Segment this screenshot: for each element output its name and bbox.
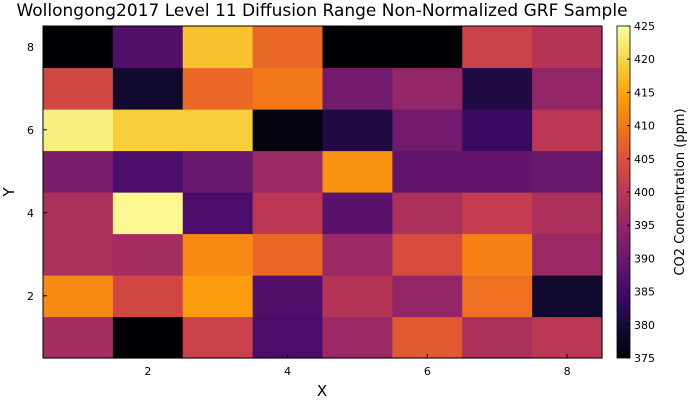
heatmap-cell: [182, 233, 254, 276]
heatmap-cell: [392, 233, 463, 276]
heatmap-cell: [392, 26, 463, 69]
heatmap-cell: [252, 233, 324, 276]
plot-frame: [42, 25, 603, 359]
heatmap-cell: [462, 233, 533, 276]
heatmap-cell: [182, 275, 254, 318]
heatmap-cell: [252, 275, 324, 318]
heatmap-cell: [182, 67, 254, 110]
heatmap-cell: [112, 150, 184, 193]
colorbar-tick-label: 415: [634, 86, 655, 99]
heatmap-cell: [532, 192, 603, 235]
heatmap-cell: [532, 26, 603, 69]
heatmap-cell: [43, 233, 114, 276]
heatmap-cell: [392, 150, 463, 193]
heatmap-cell: [392, 192, 463, 235]
colorbar-tick-label: 420: [634, 53, 655, 66]
heatmap-cell: [532, 275, 603, 318]
heatmap-cell: [392, 275, 463, 318]
colorbar-tick-label: 375: [634, 352, 655, 365]
heatmap-cell: [112, 316, 184, 359]
colorbar-tick-label: 400: [634, 186, 655, 199]
colorbar-label: CO2 Concentration (ppm): [673, 108, 688, 275]
heatmap-cell: [252, 150, 324, 193]
heatmap-cell: [252, 192, 324, 235]
y-tick-label: 4: [27, 207, 34, 220]
y-tick-label: 2: [27, 290, 34, 303]
heatmap-cell: [322, 192, 393, 235]
colorbar-tick-label: 385: [634, 286, 655, 299]
colorbar-tick-label: 390: [634, 252, 655, 265]
heatmap-cell: [112, 275, 184, 318]
heatmap-cell: [462, 316, 533, 359]
heatmap-cell: [322, 233, 393, 276]
heatmap-cell: [532, 67, 603, 110]
heatmap-cell: [112, 233, 184, 276]
heatmap-cell: [182, 192, 254, 235]
heatmap-cell: [43, 150, 114, 193]
heatmap-cell: [462, 192, 533, 235]
heatmap-cell: [43, 26, 114, 69]
colorbar-tick-label: 405: [634, 153, 655, 166]
colorbar-tick-label: 410: [634, 120, 655, 133]
heatmap-cell: [252, 67, 324, 110]
x-tick-label: 8: [564, 365, 571, 378]
x-tick-label: 6: [424, 365, 431, 378]
heatmap-cell: [462, 150, 533, 193]
y-tick-label: 8: [27, 41, 34, 54]
y-tick-label: 6: [27, 124, 34, 137]
x-tick-label: 2: [144, 365, 151, 378]
colorbar-tick-label: 425: [634, 20, 655, 33]
heatmap-cell: [112, 109, 184, 152]
x-axis: 2 4 6 8: [144, 354, 571, 378]
heatmap-cell: [252, 316, 324, 359]
heatmap-cell: [392, 67, 463, 110]
heatmap-cell: [43, 192, 114, 235]
colorbar-tick-label: 395: [634, 219, 655, 232]
heatmap-cell: [112, 26, 184, 69]
chart-title: Wollongong2017 Level 11 Diffusion Range …: [16, 1, 627, 21]
heatmap-cell: [252, 26, 324, 69]
heatmap-cell: [392, 316, 463, 359]
heatmap-cell: [322, 26, 393, 69]
heatmap-cell: [322, 67, 393, 110]
heatmap-cell: [392, 109, 463, 152]
x-axis-label: X: [317, 382, 327, 400]
heatmap-cell: [532, 109, 603, 152]
heatmap-cell: [182, 26, 254, 69]
heatmap-cell: [182, 109, 254, 152]
heatmap-cell: [532, 150, 603, 193]
heatmap-cell: [43, 275, 114, 318]
heatmap-cell: [322, 109, 393, 152]
y-axis-label: Y: [0, 187, 18, 198]
heatmap-cell: [182, 316, 254, 359]
heatmap-cell: [322, 275, 393, 318]
heatmap-cell: [43, 316, 114, 359]
heatmap-cell: [182, 150, 254, 193]
heatmap-cell: [322, 150, 393, 193]
x-tick-label: 4: [284, 365, 291, 378]
heatmap-cell: [532, 316, 603, 359]
heatmap-cells: [43, 26, 603, 359]
heatmap-cell: [532, 233, 603, 276]
heatmap-cell: [462, 26, 533, 69]
heatmap-cell: [462, 109, 533, 152]
heatmap-cell: [462, 275, 533, 318]
heatmap-cell: [112, 192, 184, 235]
heatmap-cell: [322, 316, 393, 359]
heatmap-cell: [43, 109, 114, 152]
heatmap-cell: [252, 109, 324, 152]
colorbar-tick-label: 380: [634, 319, 655, 332]
heatmap-cell: [112, 67, 184, 110]
colorbar-ticks: 375 380 385 390 395 400 405 410 415 420 425: [627, 20, 655, 365]
y-axis: 2 4 6 8: [27, 41, 47, 303]
heatmap-cell: [43, 67, 114, 110]
heatmap-cell: [462, 67, 533, 110]
